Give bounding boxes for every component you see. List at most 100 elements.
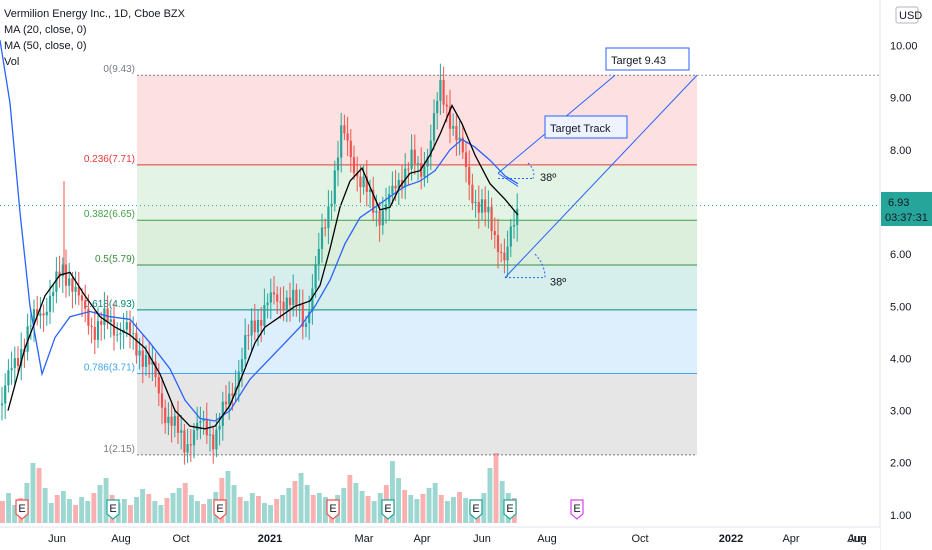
price-tick-label: 3.00 (890, 406, 911, 418)
candle-body (279, 301, 282, 303)
candle-body (240, 359, 244, 372)
candle-body (266, 302, 269, 305)
earnings-marker[interactable] (15, 499, 29, 520)
volume-bar (316, 493, 322, 523)
candle-body (288, 297, 292, 305)
volume-bar (365, 496, 371, 523)
volume-bar (396, 478, 401, 523)
candle-body (359, 176, 362, 188)
candle-body (442, 80, 445, 105)
candle-body (375, 211, 378, 213)
volume-bar (377, 493, 383, 523)
candle-body (244, 335, 247, 360)
volume-bar (67, 499, 72, 523)
earnings-marker[interactable] (106, 499, 120, 520)
price-tick-label: 6.00 (890, 249, 911, 261)
target-track-label[interactable]: Target Track (550, 123, 611, 135)
candle-body (61, 264, 64, 277)
currency-label[interactable]: USD (899, 10, 922, 22)
candle-body (176, 415, 180, 433)
candle-body (506, 246, 509, 261)
volume-bar (444, 501, 450, 523)
volume-bar (371, 501, 377, 523)
earnings-marker-label[interactable]: E (573, 503, 580, 515)
target-track-label-box[interactable] (544, 115, 628, 139)
volume-bar (426, 488, 432, 523)
target-label[interactable]: Target 9.43 (611, 55, 666, 67)
candle-body (378, 211, 381, 226)
earnings-marker-label[interactable]: E (506, 503, 513, 515)
earnings-marker-label[interactable]: E (329, 503, 336, 515)
volume-bar (499, 481, 505, 523)
fib-label-1: 1(2.15) (103, 444, 135, 455)
time-tick-label: Aug (847, 533, 867, 545)
earnings-marker-label[interactable]: E (18, 503, 25, 515)
ma20-legend[interactable]: MA (20, close, 0) (4, 24, 87, 36)
candle-body (484, 199, 487, 213)
candle-body (263, 304, 266, 326)
earnings-marker-label[interactable]: E (216, 503, 223, 515)
earnings-marker-label[interactable]: E (472, 503, 479, 515)
target-track-lower-line[interactable] (504, 74, 698, 278)
earnings-marker[interactable] (503, 499, 517, 520)
earnings-marker[interactable] (213, 499, 227, 520)
candle-body (464, 152, 468, 168)
volume-bar (42, 488, 48, 523)
currency-badge[interactable] (895, 6, 919, 24)
candle-body (189, 444, 192, 446)
volume-bar (402, 490, 408, 523)
angle-ray-upper (497, 172, 519, 187)
volume-bar (225, 471, 231, 523)
earnings-marker[interactable] (381, 499, 395, 520)
symbol-title[interactable]: Vermilion Energy Inc., 1D, Cboe BZX (4, 8, 185, 20)
earnings-marker-label[interactable]: E (384, 503, 391, 515)
candle-body (311, 288, 314, 312)
fib-label-0.786: 0.786(3.71) (84, 363, 135, 374)
candle-body (26, 326, 29, 352)
volume-bar (292, 481, 298, 523)
candle-body (471, 184, 474, 204)
candle-body (496, 235, 500, 252)
volume-bar (451, 497, 456, 523)
volume-bar (353, 483, 359, 523)
earnings-marker[interactable] (570, 499, 584, 520)
volume-bar (323, 497, 328, 523)
candle-body (16, 358, 20, 367)
candle-body (388, 193, 391, 205)
candle-body (42, 313, 45, 316)
candle-body (253, 320, 256, 333)
earnings-marker-label[interactable]: E (109, 503, 116, 515)
candle-body (282, 302, 285, 311)
fib-band-2 (137, 220, 697, 266)
candle-body (340, 125, 343, 158)
candle-body (346, 133, 349, 141)
candle-body (314, 264, 317, 289)
volume-bar (0, 501, 5, 523)
volume-legend[interactable]: Vol (4, 56, 20, 68)
candle-body (128, 322, 132, 334)
ma50-legend[interactable]: MA (50, close, 0) (4, 40, 87, 52)
candle-body (77, 286, 80, 296)
price-tick-label: 9.00 (890, 93, 911, 105)
time-tick-label: Oct (172, 533, 189, 545)
earnings-marker[interactable] (469, 499, 483, 520)
volume-bar (73, 505, 78, 523)
target-label-box[interactable] (605, 47, 690, 71)
candle-body (20, 349, 23, 367)
volume-bar (359, 491, 365, 523)
candle-body (224, 401, 228, 405)
candle-body (404, 168, 407, 188)
candle-body (90, 325, 93, 328)
candle-body (458, 137, 461, 141)
candle-body (132, 333, 135, 335)
candle-body (436, 100, 439, 114)
volume-bar (310, 495, 316, 523)
earnings-marker[interactable] (326, 499, 340, 520)
candle-body (58, 271, 61, 277)
chart-legend: Vermilion Energy Inc., 1D, Cboe BZX MA (… (4, 6, 185, 70)
volume-bar (249, 493, 255, 523)
candle-body (125, 322, 128, 330)
candle-body (292, 289, 295, 305)
fib-band-3 (137, 265, 697, 310)
